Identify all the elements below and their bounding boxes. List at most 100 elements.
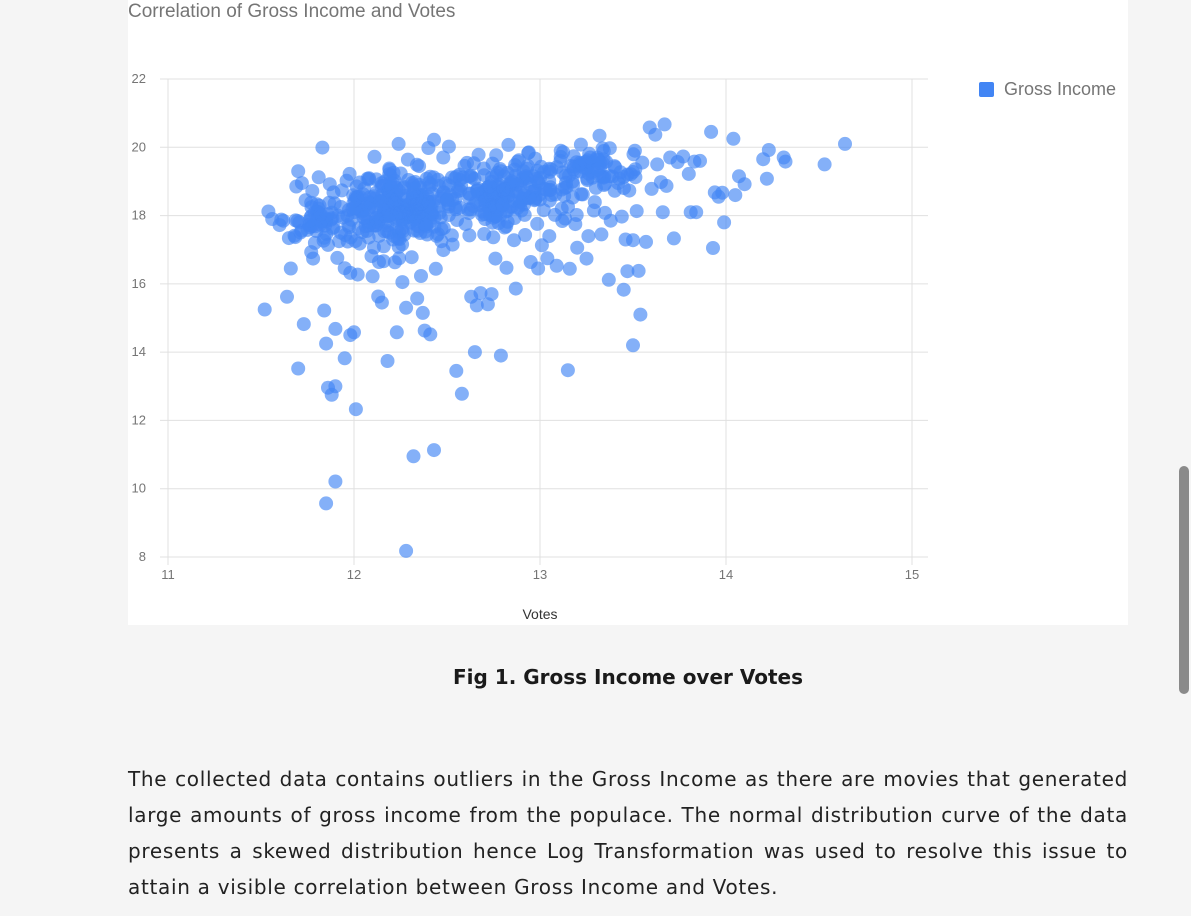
- scatter-point[interactable]: [410, 291, 425, 306]
- scatter-point[interactable]: [657, 117, 672, 132]
- scatter-point[interactable]: [382, 161, 397, 176]
- scatter-point[interactable]: [291, 361, 306, 376]
- scatter-point[interactable]: [408, 209, 423, 224]
- scatter-point[interactable]: [395, 275, 410, 290]
- scatter-point[interactable]: [296, 317, 311, 332]
- scatter-point[interactable]: [313, 206, 328, 221]
- scatter-point[interactable]: [347, 205, 361, 220]
- scatter-point[interactable]: [451, 181, 466, 196]
- scatter-point[interactable]: [586, 203, 601, 218]
- scatter-point[interactable]: [503, 176, 518, 191]
- scatter-point[interactable]: [490, 165, 505, 180]
- scatter-point[interactable]: [360, 223, 374, 238]
- scatter-point[interactable]: [334, 200, 348, 214]
- scatter-point[interactable]: [549, 258, 564, 273]
- scatter-point[interactable]: [676, 149, 691, 164]
- scatter-point[interactable]: [623, 167, 638, 182]
- scatter-point[interactable]: [306, 251, 321, 266]
- scatter-point[interactable]: [715, 185, 730, 200]
- scatter-point[interactable]: [311, 170, 326, 185]
- scatter-point[interactable]: [328, 321, 343, 336]
- scatter-point[interactable]: [298, 193, 313, 208]
- scatter-point[interactable]: [319, 336, 334, 351]
- scatter-point[interactable]: [425, 186, 440, 201]
- scatter-point[interactable]: [521, 145, 536, 160]
- scatter-point[interactable]: [347, 325, 361, 340]
- scatter-point[interactable]: [527, 193, 542, 208]
- scatter-point[interactable]: [639, 234, 653, 249]
- scatter-point[interactable]: [317, 303, 332, 318]
- scatter-point[interactable]: [391, 136, 406, 151]
- scatter-point[interactable]: [283, 261, 298, 276]
- scatter-point[interactable]: [440, 193, 454, 208]
- scatter-point[interactable]: [706, 241, 720, 255]
- scatter-point[interactable]: [575, 187, 590, 202]
- scatter-point[interactable]: [341, 218, 356, 233]
- scatter-point[interactable]: [315, 140, 330, 155]
- scatter-point[interactable]: [467, 345, 482, 360]
- scatter-point[interactable]: [386, 232, 401, 247]
- scatter-point[interactable]: [339, 173, 354, 188]
- scatter-point[interactable]: [373, 194, 387, 209]
- scatter-point[interactable]: [540, 251, 555, 266]
- scatter-point[interactable]: [666, 231, 681, 246]
- scatter-point[interactable]: [778, 154, 793, 169]
- scatter-point[interactable]: [761, 143, 776, 157]
- scatter-point[interactable]: [361, 172, 376, 187]
- scatter-point[interactable]: [538, 182, 553, 197]
- scatter-point[interactable]: [369, 211, 384, 226]
- scatter-point[interactable]: [838, 136, 852, 151]
- scatter-point[interactable]: [436, 150, 451, 165]
- scatter-point[interactable]: [482, 179, 497, 194]
- scatter-point[interactable]: [449, 363, 464, 378]
- scatter-point[interactable]: [473, 286, 488, 301]
- scatter-point[interactable]: [434, 234, 449, 249]
- scatter-point[interactable]: [570, 240, 585, 255]
- scrollbar[interactable]: [1177, 0, 1191, 916]
- scatter-point[interactable]: [276, 213, 291, 228]
- scatter-point[interactable]: [387, 255, 402, 270]
- scatter-point[interactable]: [553, 153, 568, 168]
- scatter-point[interactable]: [650, 157, 665, 172]
- scatter-point[interactable]: [352, 236, 367, 251]
- scatter-point[interactable]: [507, 233, 521, 248]
- scatter-point[interactable]: [404, 250, 419, 265]
- scatter-point[interactable]: [633, 307, 648, 322]
- scatter-point[interactable]: [462, 228, 477, 243]
- scatter-point[interactable]: [469, 298, 484, 313]
- scatter-point[interactable]: [471, 147, 486, 162]
- scatter-point[interactable]: [601, 272, 616, 287]
- scatter-point[interactable]: [620, 264, 635, 279]
- scatter-point[interactable]: [419, 219, 434, 234]
- scatter-point[interactable]: [759, 171, 774, 186]
- scatter-point[interactable]: [365, 269, 380, 284]
- scatter-point[interactable]: [400, 152, 415, 167]
- scatter-point[interactable]: [427, 443, 441, 458]
- scatter-point[interactable]: [445, 237, 460, 252]
- scatter-point[interactable]: [533, 171, 547, 185]
- scatter-point[interactable]: [579, 251, 594, 266]
- scatter-point[interactable]: [330, 250, 345, 265]
- scatter-point[interactable]: [518, 228, 533, 242]
- scatter-point[interactable]: [562, 261, 577, 276]
- scatter-point[interactable]: [431, 172, 446, 187]
- scatter-point[interactable]: [598, 176, 613, 191]
- scatter-point[interactable]: [291, 164, 306, 179]
- scatter-point[interactable]: [560, 363, 575, 378]
- scatter-point[interactable]: [693, 153, 707, 168]
- scatter-point[interactable]: [581, 229, 596, 244]
- scatter-point[interactable]: [607, 159, 622, 174]
- scatter-point[interactable]: [592, 128, 607, 143]
- scatter-point[interactable]: [328, 474, 343, 489]
- scatter-point[interactable]: [475, 204, 490, 219]
- scatter-point[interactable]: [536, 203, 551, 218]
- scatter-point[interactable]: [484, 287, 499, 302]
- scatter-point[interactable]: [622, 183, 637, 198]
- scatter-point[interactable]: [553, 143, 568, 158]
- scatter-point[interactable]: [367, 149, 382, 164]
- scatter-point[interactable]: [626, 233, 640, 248]
- scatter-point[interactable]: [462, 169, 477, 184]
- scatter-point[interactable]: [497, 220, 512, 235]
- scatter-point[interactable]: [510, 154, 525, 169]
- scatter-point[interactable]: [280, 289, 294, 304]
